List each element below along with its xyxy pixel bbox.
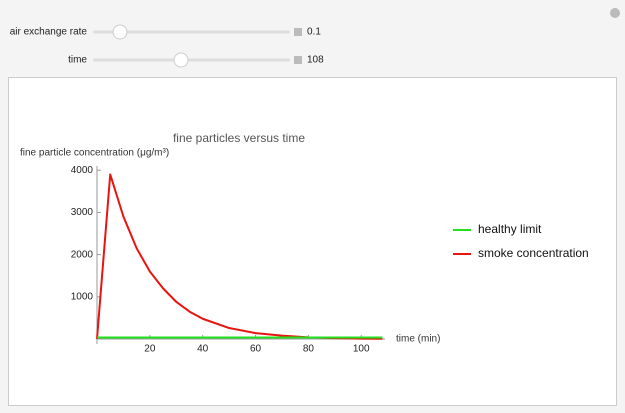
y-axis-label: fine particle concentration (μg/m³) [20, 148, 169, 159]
legend-label: healthy limit [478, 222, 542, 236]
slider-thumb[interactable] [112, 24, 128, 40]
slider-thumb[interactable] [173, 52, 189, 68]
control-label: time [68, 55, 87, 66]
slider-track[interactable] [93, 58, 290, 62]
x-tick-label: 100 [353, 344, 370, 355]
expand-button[interactable] [294, 28, 302, 36]
control-value: 108 [307, 55, 324, 66]
x-tick-label: 60 [250, 344, 262, 355]
x-tick-label: 40 [197, 344, 209, 355]
control-value: 0.1 [307, 27, 321, 38]
expand-button[interactable] [294, 56, 302, 64]
slider-track[interactable] [93, 30, 290, 34]
x-axis-label: time (min) [396, 334, 440, 345]
chart-title: fine particles versus time [173, 131, 305, 145]
control-label: air exchange rate [10, 27, 88, 38]
options-button[interactable] [610, 8, 620, 18]
x-tick-label: 20 [144, 344, 156, 355]
chart-frame [8, 77, 617, 406]
y-tick-label: 2000 [71, 249, 94, 260]
y-tick-label: 1000 [71, 291, 94, 302]
y-tick-label: 4000 [71, 165, 94, 176]
y-tick-label: 3000 [71, 207, 94, 218]
x-tick-label: 80 [303, 344, 315, 355]
legend-label: smoke concentration [478, 246, 589, 260]
